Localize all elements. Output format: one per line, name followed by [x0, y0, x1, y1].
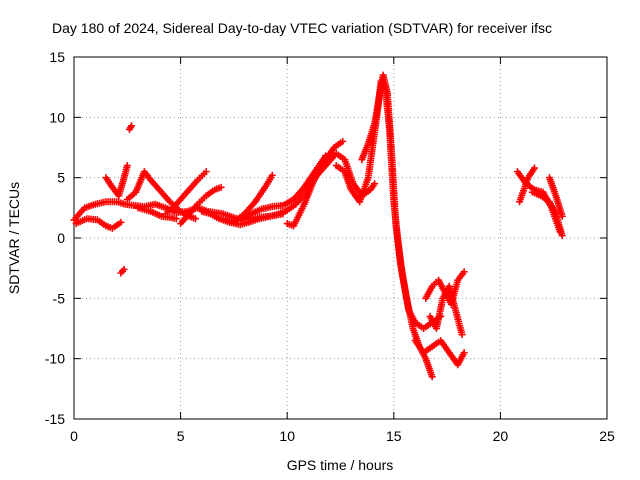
- data-point: [120, 265, 128, 273]
- x-axis-label: GPS time / hours: [287, 457, 394, 473]
- series-arc-3: [102, 162, 131, 200]
- data-point: [371, 180, 379, 188]
- y-tick-label: -5: [53, 290, 66, 306]
- data-point: [460, 349, 468, 357]
- data-point: [531, 164, 539, 172]
- series-arc-23: [545, 174, 566, 220]
- series-arc-5: [117, 265, 128, 277]
- y-tick-label: 5: [57, 170, 65, 186]
- data-point: [428, 373, 436, 381]
- y-tick-label: 0: [57, 230, 65, 246]
- series-arc-17: [411, 337, 468, 369]
- x-tick-label: 25: [599, 428, 615, 444]
- series-arc-15: [332, 77, 436, 381]
- y-axis-label: SDTVAR / TECUs: [6, 182, 22, 294]
- y-tick-label: 10: [49, 109, 65, 125]
- series-arc-18: [422, 268, 468, 308]
- x-tick-label: 0: [70, 428, 78, 444]
- data-point: [458, 331, 466, 339]
- grid: [74, 57, 607, 419]
- series-arc-19: [426, 282, 466, 339]
- y-tick-label: -15: [45, 411, 65, 427]
- series-arc-2: [72, 215, 125, 232]
- series-arc-9: [177, 183, 225, 228]
- data-points: [70, 71, 566, 381]
- data-point: [339, 137, 347, 145]
- series-arc-21: [516, 164, 539, 206]
- data-point: [128, 122, 136, 130]
- x-tick-label: 20: [493, 428, 509, 444]
- data-point: [172, 215, 180, 223]
- plot-frame: [73, 56, 608, 420]
- data-point: [558, 232, 566, 240]
- data-point: [202, 168, 210, 176]
- axis-ticks: 0 5 10 15 20 25 -15 -10 -5 0 5 10 15: [45, 49, 615, 444]
- data-point: [268, 171, 276, 179]
- y-tick-label: 15: [49, 49, 65, 65]
- data-point: [123, 162, 131, 170]
- x-tick-label: 15: [386, 428, 402, 444]
- data-point: [192, 215, 200, 223]
- y-tick-label: -10: [45, 351, 65, 367]
- chart-title: Day 180 of 2024, Sidereal Day-to-day VTE…: [52, 20, 552, 36]
- data-point: [460, 268, 468, 276]
- series-arc-4: [125, 122, 136, 133]
- data-point: [217, 183, 225, 191]
- series-arc-16: [358, 71, 445, 332]
- x-tick-label: 5: [177, 428, 185, 444]
- x-tick-label: 10: [279, 428, 295, 444]
- series-arc-8: [134, 204, 180, 223]
- data-point: [117, 218, 125, 226]
- data-point: [558, 212, 566, 220]
